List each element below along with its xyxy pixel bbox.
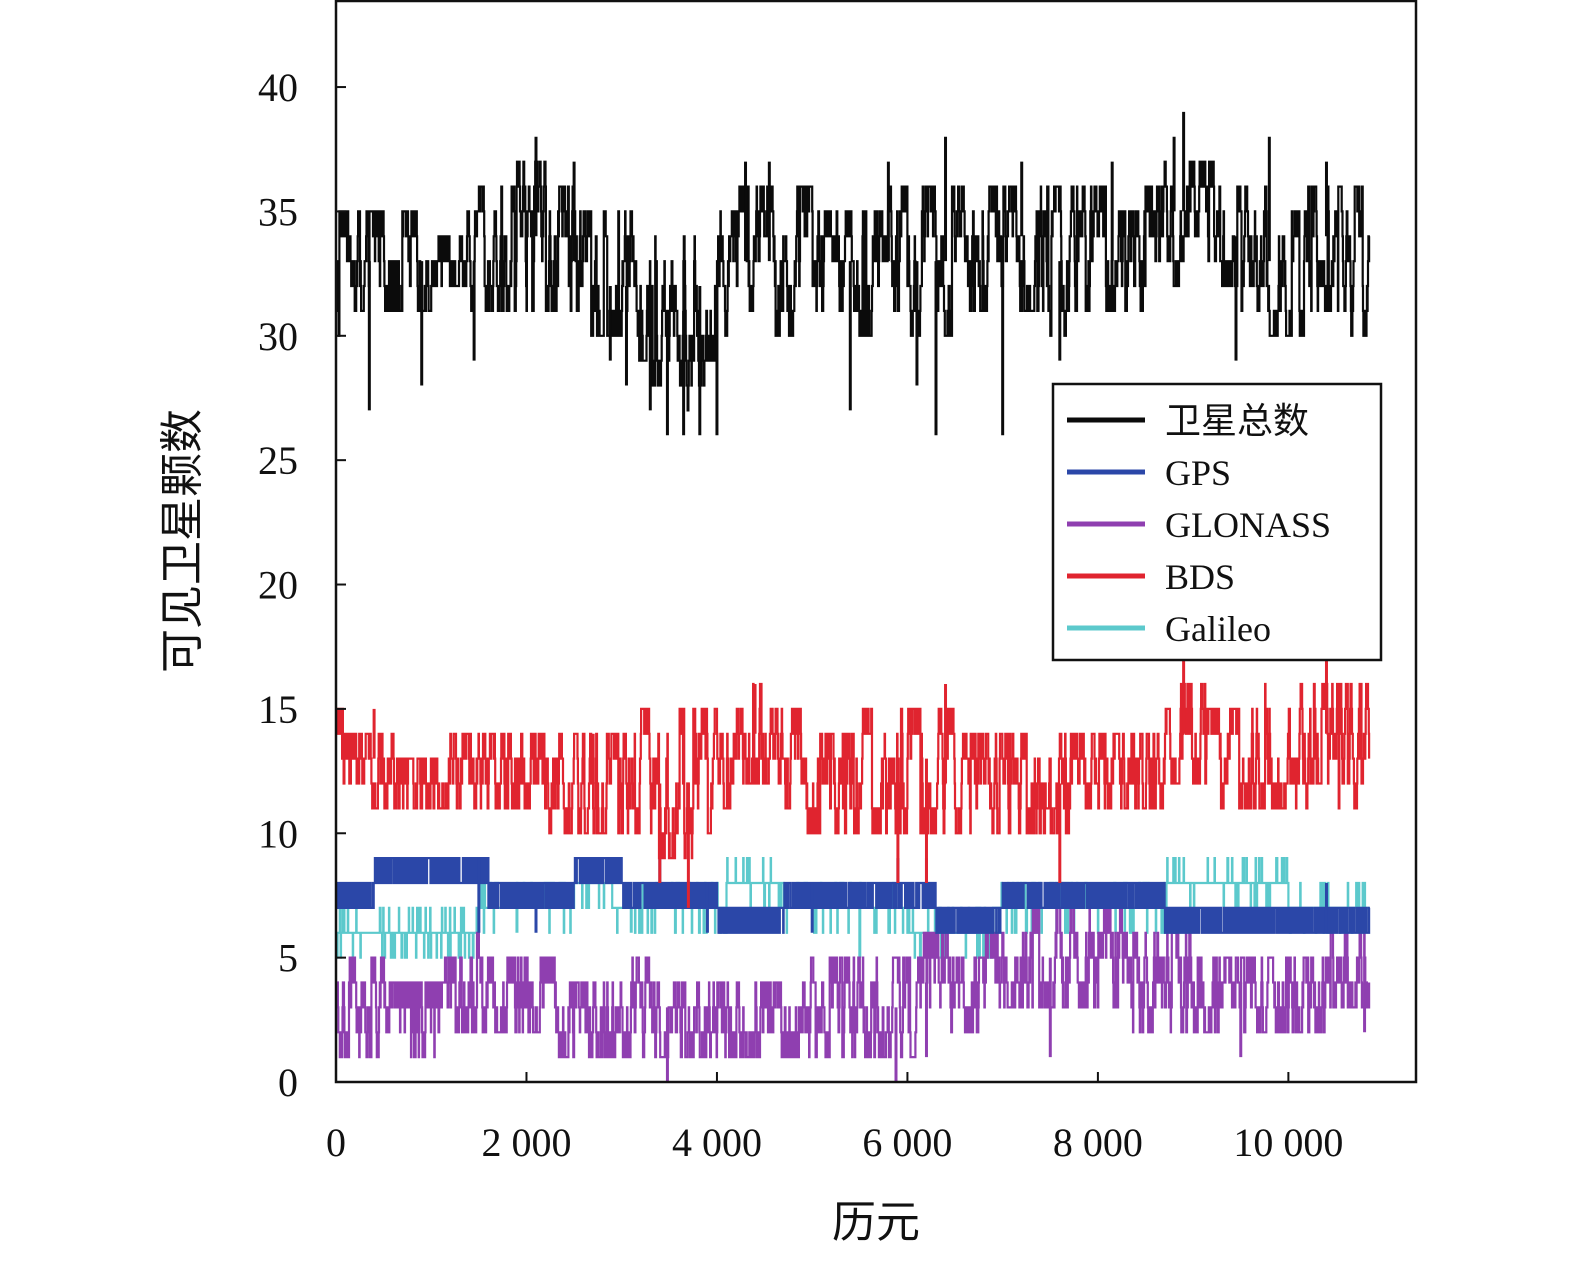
- series-line: [335, 906, 1371, 1059]
- series-layer: [335, 111, 1371, 1082]
- tick-layer: 0 2 000 4 000 6 000 8 000 10 000 0 5 10 15 20 25 30 3…: [258, 65, 1343, 1165]
- legend-label-0: 卫星总数: [1165, 401, 1309, 441]
- y-tick-label: 25: [258, 438, 298, 483]
- x-tick-label: 8 000: [1053, 1120, 1143, 1165]
- y-tick-label: 15: [258, 687, 298, 732]
- x-tick-label: 2 000: [481, 1120, 571, 1165]
- y-tick-label: 10: [258, 811, 298, 856]
- legend: 卫星总数 GPS GLONASS BDS Galileo: [1051, 382, 1383, 662]
- y-tick-label: 5: [278, 936, 298, 981]
- x-tick-label: 0: [326, 1120, 346, 1165]
- x-tick-label: 10 000: [1233, 1120, 1343, 1165]
- series-line: [336, 682, 1371, 860]
- series-line: [335, 857, 1371, 934]
- x-tick-label: 6 000: [862, 1120, 952, 1165]
- y-tick-label: 30: [258, 314, 298, 359]
- series-line: [336, 160, 1371, 412]
- y-tick-label: 0: [278, 1060, 298, 1105]
- y-tick-label: 40: [258, 65, 298, 110]
- x-axis-title: 历元: [832, 1198, 920, 1247]
- series-0: [336, 111, 1371, 436]
- y-tick-label: 20: [258, 563, 298, 608]
- legend-label-2: GLONASS: [1165, 505, 1331, 545]
- series-3: [336, 659, 1371, 908]
- legend-label-3: BDS: [1165, 557, 1235, 597]
- legend-label-1: GPS: [1165, 453, 1231, 493]
- y-tick-label: 35: [258, 189, 298, 234]
- plot-frame: [334, 0, 1418, 1084]
- x-tick-label: 4 000: [672, 1120, 762, 1165]
- y-axis-title: 可见卫星颗数: [158, 409, 207, 673]
- series-2: [335, 906, 1371, 1082]
- legend-label-4: Galileo: [1165, 609, 1271, 649]
